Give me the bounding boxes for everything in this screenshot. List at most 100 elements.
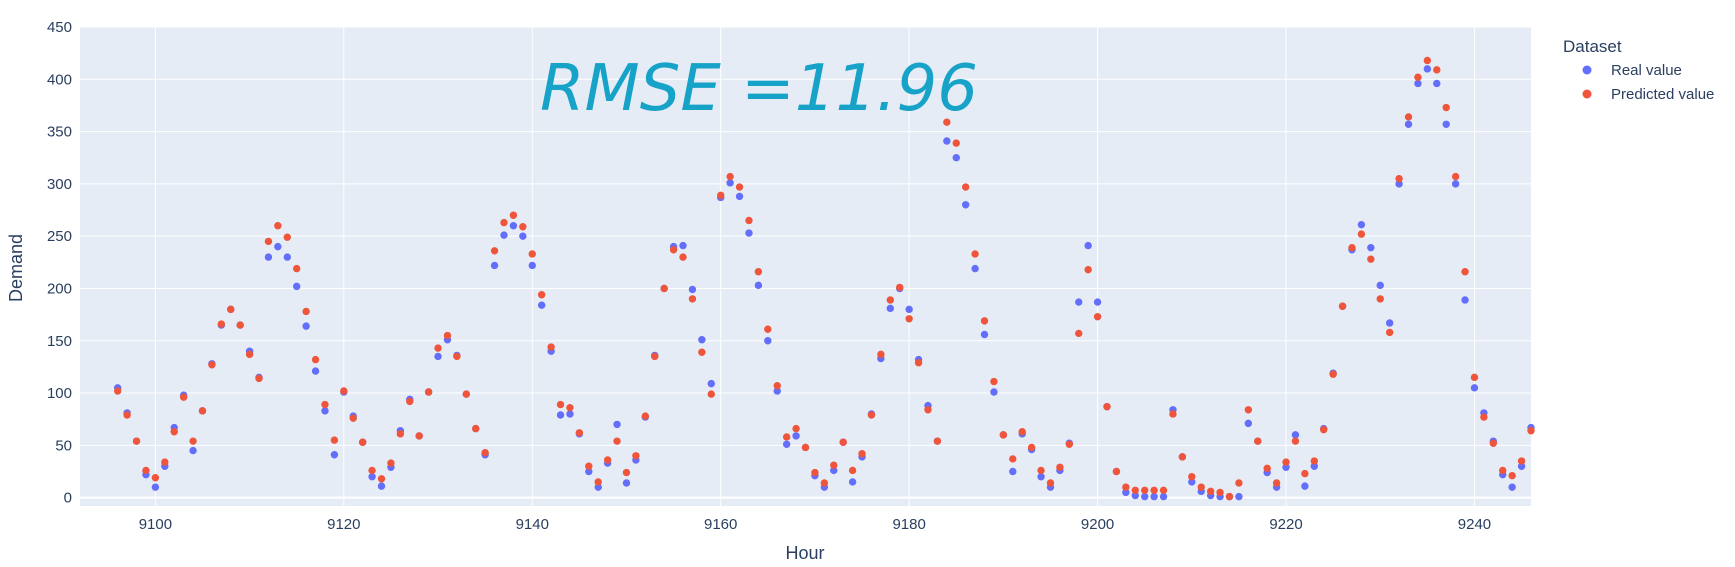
data-point-predicted-value[interactable] bbox=[999, 431, 1008, 439]
data-point-predicted-value[interactable] bbox=[726, 172, 734, 181]
data-point-predicted-value[interactable] bbox=[132, 437, 141, 445]
data-point-predicted-value[interactable] bbox=[358, 438, 367, 446]
data-point-real-value[interactable] bbox=[754, 281, 763, 290]
data-point-predicted-value[interactable] bbox=[1169, 410, 1177, 418]
data-point-predicted-value[interactable] bbox=[980, 317, 989, 325]
data-point-predicted-value[interactable] bbox=[1480, 413, 1488, 421]
data-point-predicted-value[interactable] bbox=[217, 320, 226, 328]
data-point-predicted-value[interactable] bbox=[924, 406, 932, 414]
data-point-predicted-value[interactable] bbox=[274, 222, 282, 230]
data-point-predicted-value[interactable] bbox=[585, 462, 593, 470]
data-point-predicted-value[interactable] bbox=[453, 352, 461, 361]
data-point-predicted-value[interactable] bbox=[1225, 492, 1234, 501]
data-point-predicted-value[interactable] bbox=[340, 387, 348, 395]
data-point-predicted-value[interactable] bbox=[387, 459, 395, 467]
data-point-predicted-value[interactable] bbox=[142, 466, 150, 475]
data-point-predicted-value[interactable] bbox=[566, 403, 574, 412]
data-point-predicted-value[interactable] bbox=[1065, 440, 1074, 448]
data-point-real-value[interactable] bbox=[688, 285, 697, 294]
data-point-predicted-value[interactable] bbox=[745, 216, 753, 225]
data-point-predicted-value[interactable] bbox=[1291, 437, 1300, 445]
data-point-predicted-value[interactable] bbox=[603, 456, 612, 464]
data-point-predicted-value[interactable] bbox=[1159, 486, 1168, 495]
data-point-real-value[interactable] bbox=[509, 222, 518, 230]
data-point-predicted-value[interactable] bbox=[1084, 265, 1092, 274]
data-point-predicted-value[interactable] bbox=[1329, 370, 1337, 378]
data-point-predicted-value[interactable] bbox=[1197, 483, 1205, 491]
data-point-predicted-value[interactable] bbox=[1310, 457, 1318, 465]
data-point-predicted-value[interactable] bbox=[528, 250, 536, 258]
data-point-predicted-value[interactable] bbox=[1235, 479, 1243, 487]
data-point-real-value[interactable] bbox=[1404, 120, 1413, 128]
data-point-predicted-value[interactable] bbox=[1150, 486, 1158, 495]
data-point-real-value[interactable] bbox=[1150, 492, 1158, 501]
data-point-predicted-value[interactable] bbox=[1433, 66, 1441, 74]
data-point-predicted-value[interactable] bbox=[1263, 464, 1271, 473]
data-point-predicted-value[interactable] bbox=[161, 458, 169, 466]
data-point-real-value[interactable] bbox=[151, 483, 160, 491]
data-point-real-value[interactable] bbox=[500, 231, 508, 239]
data-point-predicted-value[interactable] bbox=[490, 247, 499, 255]
data-point-predicted-value[interactable] bbox=[1376, 295, 1384, 303]
data-point-predicted-value[interactable] bbox=[622, 468, 631, 477]
data-point-real-value[interactable] bbox=[189, 446, 197, 455]
data-point-predicted-value[interactable] bbox=[1357, 230, 1366, 238]
data-point-predicted-value[interactable] bbox=[1348, 243, 1356, 252]
data-point-predicted-value[interactable] bbox=[556, 400, 565, 409]
data-point-predicted-value[interactable] bbox=[311, 355, 320, 364]
data-point-predicted-value[interactable] bbox=[1423, 56, 1432, 65]
data-point-real-value[interactable] bbox=[585, 467, 593, 476]
data-point-real-value[interactable] bbox=[1188, 478, 1196, 486]
data-point-real-value[interactable] bbox=[321, 407, 329, 415]
data-point-predicted-value[interactable] bbox=[886, 296, 894, 304]
data-point-real-value[interactable] bbox=[1282, 463, 1290, 472]
data-point-real-value[interactable] bbox=[1093, 298, 1102, 306]
data-point-predicted-value[interactable] bbox=[1178, 453, 1187, 461]
data-point-real-value[interactable] bbox=[980, 330, 989, 339]
data-point-predicted-value[interactable] bbox=[660, 284, 668, 293]
data-point-real-value[interactable] bbox=[1414, 79, 1422, 88]
data-point-predicted-value[interactable] bbox=[1282, 458, 1290, 466]
data-point-predicted-value[interactable] bbox=[349, 414, 357, 422]
data-point-predicted-value[interactable] bbox=[1244, 406, 1253, 414]
data-point-real-value[interactable] bbox=[1301, 482, 1309, 490]
data-point-predicted-value[interactable] bbox=[877, 350, 885, 359]
data-point-predicted-value[interactable] bbox=[377, 475, 386, 483]
data-point-real-value[interactable] bbox=[1159, 492, 1168, 501]
data-point-predicted-value[interactable] bbox=[1122, 483, 1130, 491]
data-point-predicted-value[interactable] bbox=[1338, 302, 1347, 310]
data-point-predicted-value[interactable] bbox=[151, 474, 160, 482]
data-point-real-value[interactable] bbox=[707, 379, 715, 388]
data-point-predicted-value[interactable] bbox=[1395, 174, 1403, 183]
data-point-real-value[interactable] bbox=[556, 411, 565, 419]
data-point-real-value[interactable] bbox=[1037, 473, 1045, 481]
data-point-predicted-value[interactable] bbox=[820, 479, 829, 487]
data-point-predicted-value[interactable] bbox=[189, 437, 197, 445]
data-point-real-value[interactable] bbox=[905, 305, 913, 314]
data-point-predicted-value[interactable] bbox=[208, 361, 216, 369]
data-point-real-value[interactable] bbox=[1291, 431, 1300, 439]
data-point-real-value[interactable] bbox=[302, 322, 310, 330]
data-point-real-value[interactable] bbox=[594, 483, 602, 491]
data-point-predicted-value[interactable] bbox=[1056, 463, 1064, 472]
data-point-predicted-value[interactable] bbox=[1489, 439, 1498, 447]
data-point-predicted-value[interactable] bbox=[952, 139, 960, 147]
data-point-predicted-value[interactable] bbox=[990, 377, 998, 386]
data-point-predicted-value[interactable] bbox=[293, 264, 301, 273]
data-point-real-value[interactable] bbox=[1244, 419, 1253, 428]
data-point-real-value[interactable] bbox=[1131, 491, 1139, 500]
data-point-predicted-value[interactable] bbox=[1442, 103, 1450, 112]
data-point-predicted-value[interactable] bbox=[1508, 471, 1516, 480]
data-point-predicted-value[interactable] bbox=[839, 438, 847, 446]
data-point-real-value[interactable] bbox=[943, 137, 951, 145]
data-point-predicted-value[interactable] bbox=[1027, 443, 1036, 452]
data-point-predicted-value[interactable] bbox=[1075, 329, 1083, 338]
data-point-real-value[interactable] bbox=[698, 336, 706, 344]
data-point-real-value[interactable] bbox=[1385, 319, 1394, 327]
data-point-real-value[interactable] bbox=[1461, 296, 1469, 304]
data-point-predicted-value[interactable] bbox=[1367, 255, 1375, 263]
data-point-predicted-value[interactable] bbox=[943, 118, 951, 126]
data-point-real-value[interactable] bbox=[961, 201, 970, 209]
data-point-real-value[interactable] bbox=[745, 229, 753, 237]
data-point-predicted-value[interactable] bbox=[1272, 479, 1281, 487]
